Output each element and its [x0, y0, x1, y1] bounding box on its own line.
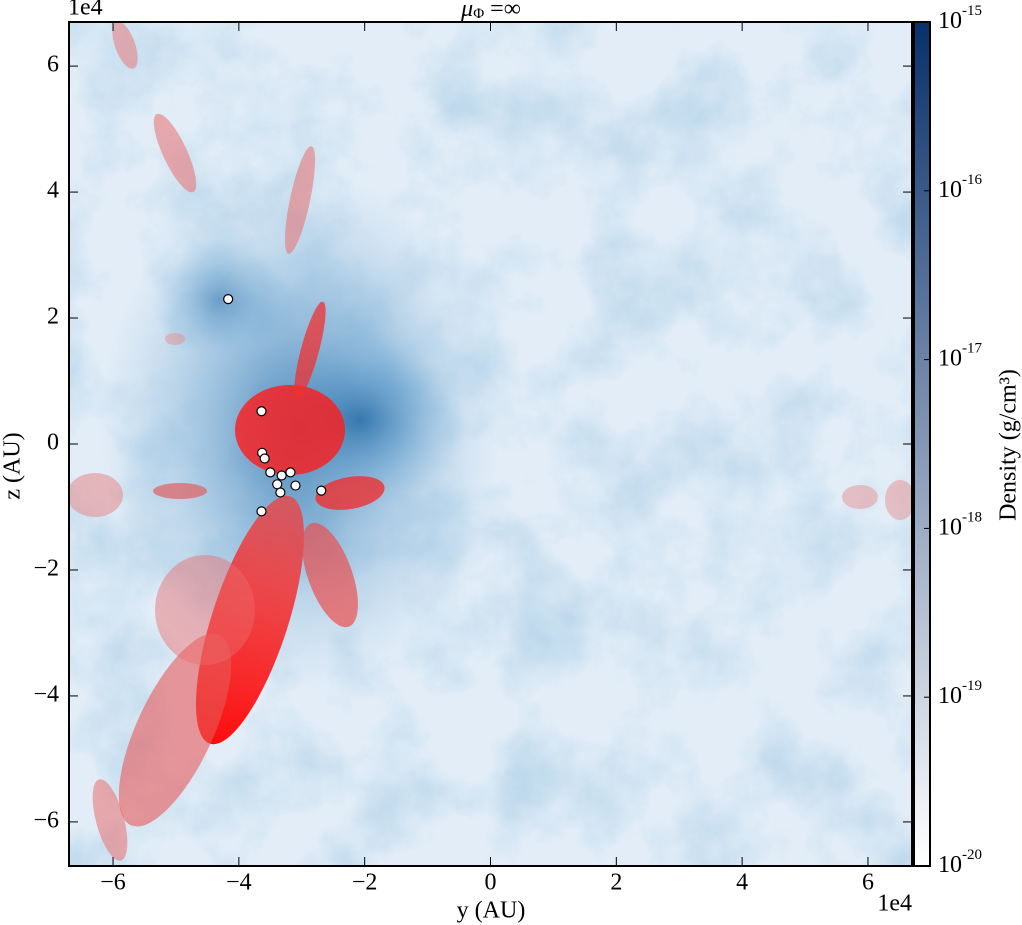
colorbar-tick-exponent: -16 [962, 172, 982, 188]
outflow [112, 22, 138, 69]
sink-particle [223, 294, 234, 305]
colorbar-tick-exponent: -18 [962, 510, 982, 526]
colorbar-label: Density (g/cm³) [996, 369, 1022, 521]
outflow [302, 522, 358, 628]
colorbar-tick-base: 10 [938, 683, 962, 709]
colorbar-tick-base: 10 [938, 345, 962, 371]
x-tick-label: 6 [862, 870, 874, 896]
colorbar-tick-label: 10-19 [938, 679, 982, 709]
colorbar-tick-label: 10-16 [938, 172, 982, 202]
outflow [842, 485, 878, 509]
outflows [69, 22, 912, 861]
sink-particle [290, 480, 301, 491]
colorbar-tick-base: 10 [938, 8, 962, 34]
y-tick-label: 0 [47, 430, 59, 456]
sink-particle [265, 467, 276, 478]
y-tick-label: 6 [47, 52, 59, 78]
colorbar-tick-exponent: -15 [962, 3, 982, 19]
outflow [294, 301, 326, 399]
outflow [118, 633, 232, 827]
sink-particle [316, 485, 327, 496]
title-text: =∞ [484, 0, 521, 22]
x-tick-label: −6 [100, 870, 126, 896]
dense-region [150, 240, 290, 360]
colorbar-tick-exponent: -20 [962, 847, 982, 863]
x-tick-label: 2 [610, 870, 622, 896]
density-image [69, 22, 912, 866]
outflow [885, 480, 912, 520]
x-tick-label: 0 [485, 870, 497, 896]
outflow [153, 483, 207, 499]
colorbar-tick-base: 10 [938, 176, 962, 202]
colorbar-tick-label: 10-20 [938, 847, 982, 877]
title-subscript: Φ [473, 6, 484, 22]
outflow [69, 473, 123, 517]
y-tick-label: 4 [47, 178, 59, 204]
chart-title: μΦ =∞ [460, 0, 521, 22]
x-axis-label: y (AU) [457, 898, 526, 924]
sink-particle [259, 453, 270, 464]
outflow [315, 476, 385, 510]
title-symbol: μ [460, 0, 473, 22]
y-axis-label: z (AU) [0, 432, 26, 499]
sink-particle [276, 470, 287, 481]
outflow [165, 333, 185, 345]
colorbar-tick-label: 10-15 [938, 3, 982, 33]
x-tick-label: 4 [736, 870, 748, 896]
sink-particle [256, 506, 267, 517]
colorbar-tick-exponent: -19 [962, 679, 982, 695]
colorbar [913, 21, 931, 867]
outflow [155, 555, 255, 665]
colorbar-tick-label: 10-18 [938, 510, 982, 540]
sink-particle [285, 467, 296, 478]
outflow [92, 779, 128, 861]
x-tick-label: −2 [352, 870, 378, 896]
y-tick-label: −6 [33, 807, 59, 833]
y-tick-label: −2 [33, 555, 59, 581]
outflow [235, 385, 345, 475]
colorbar-tick-base: 10 [938, 514, 962, 540]
y-offset: 1e4 [68, 0, 103, 21]
x-tick-label: −4 [226, 870, 252, 896]
sink-particle [256, 406, 267, 417]
outflow [284, 146, 316, 254]
colorbar-tick-label: 10-17 [938, 341, 982, 371]
y-tick-label: −4 [33, 681, 59, 707]
outflow [153, 113, 197, 193]
sink-particle [275, 487, 286, 498]
colorbar-tick-base: 10 [938, 852, 962, 878]
x-offset: 1e4 [877, 891, 912, 917]
y-tick-label: 2 [47, 304, 59, 330]
colorbar-tick-exponent: -17 [962, 341, 982, 357]
